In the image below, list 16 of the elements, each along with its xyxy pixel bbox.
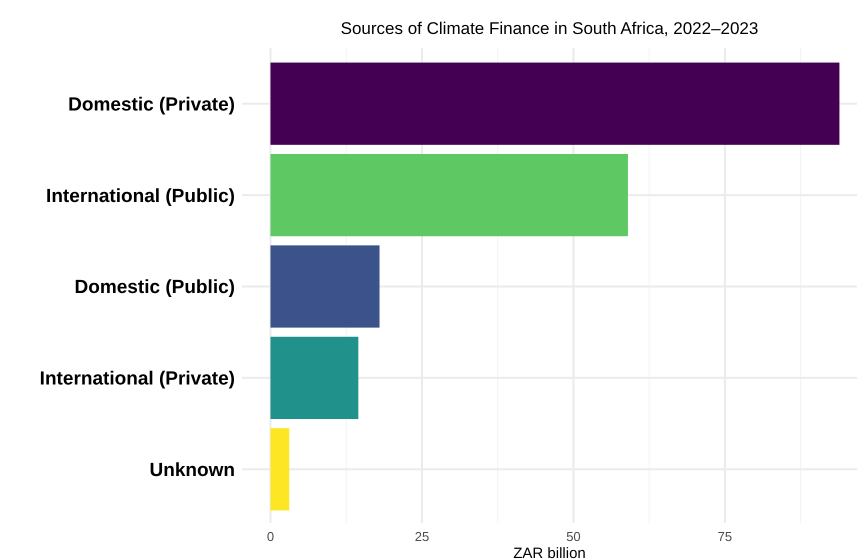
bar — [270, 336, 358, 420]
x-axis-title: ZAR billion — [513, 545, 586, 560]
x-tick-label: 25 — [414, 529, 430, 544]
y-tick-label: Domestic (Private) — [68, 94, 235, 116]
x-tick-label: 50 — [566, 529, 581, 544]
bar — [270, 245, 380, 328]
x-tick-label: 75 — [718, 529, 732, 544]
x-tick-label: 0 — [266, 529, 274, 544]
y-tick-label: Domestic (Public) — [74, 277, 235, 298]
y-tick-label: Unknown — [150, 460, 235, 481]
y-tick-label: International (Public) — [46, 186, 235, 207]
y-tick-label: International (Private) — [40, 368, 235, 390]
chart-title: Sources of Climate Finance in South Africa, 2022–2023 — [340, 19, 758, 38]
bar — [270, 154, 628, 236]
bar — [270, 428, 290, 510]
bar — [270, 62, 840, 145]
